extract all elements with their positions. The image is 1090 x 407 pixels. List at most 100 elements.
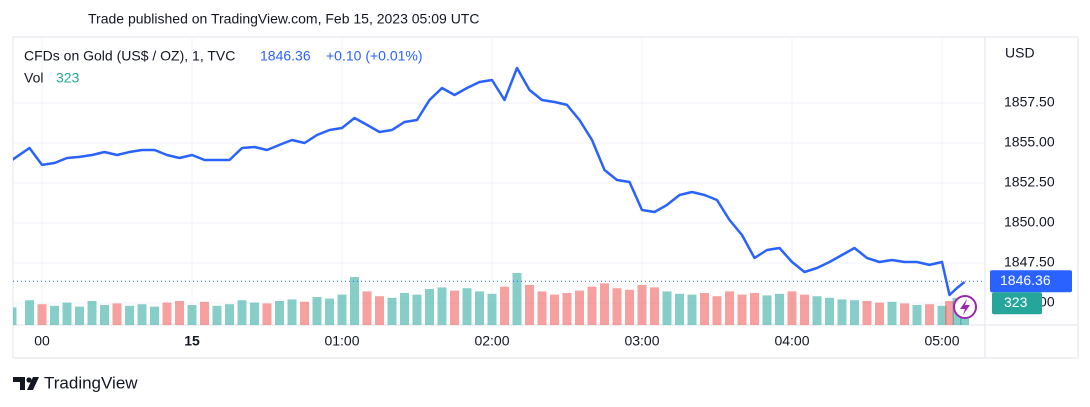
volume-bar [687,294,697,325]
volume-bar [312,297,322,325]
volume-bar [500,286,509,325]
volume-bar [662,291,672,325]
volume-value: 323 [56,70,80,86]
volume-bar [900,303,909,325]
x-tick-label: 01:00 [324,333,359,349]
footer-brand: TradingView [44,373,138,392]
volume-bar [737,294,747,325]
y-tick-label: 1847.50 [1004,254,1055,270]
volume-badge-label: 323 [1004,294,1028,310]
volume-bar [937,305,947,325]
y-tick-label: 1852.50 [1004,174,1055,190]
volume-bar [762,295,772,325]
volume-bar [787,291,797,325]
volume-bar [212,305,222,325]
volume-bar [87,301,97,325]
volume-bar [650,287,659,325]
price-line [13,66,966,297]
logo [13,377,39,390]
volume-bar [625,289,634,325]
last-price: 1846.36 [260,48,311,64]
volume-bar [250,302,259,325]
volume-bar [475,291,484,325]
volume-bar [412,294,422,325]
volume-bar [887,301,897,325]
volume-bar [587,286,597,325]
volume-bar [487,293,497,325]
x-tick-label: 02:00 [474,333,509,349]
x-tick-label: 04:00 [774,333,809,349]
volume-bar [100,305,109,325]
volume-bar [375,296,384,325]
chart-frame [12,36,1079,359]
y-tick-label: 1855.00 [1004,134,1055,150]
volume-bar [187,305,197,325]
volume-bar [325,298,334,325]
volume-bar [400,293,409,325]
volume-bar [750,293,759,325]
volume-bar [525,285,534,325]
volume-bar [387,297,397,325]
volume-bar [875,302,884,325]
volume-bar [37,304,47,325]
volume-bar [450,290,459,325]
y-tick-label: 1857.50 [1004,94,1055,110]
price-change: +0.10 (+0.01%) [326,48,423,64]
volume-bar [612,288,622,325]
y-tick-label: 1850.00 [1004,214,1055,230]
volume-bar [75,306,84,325]
price-badge-label: 1846.36 [1000,272,1051,288]
x-tick-label: 15 [184,333,200,349]
volume-bar [275,301,284,325]
volume-bar [362,291,372,325]
volume-bar [13,307,17,325]
volume-bar [575,290,584,325]
volume-bar [637,285,647,325]
volume-bar [850,300,859,325]
volume-bar [700,293,709,325]
symbol-name: CFDs on Gold (US$ / OZ), 1, TVC [24,48,235,64]
volume-bar [137,304,147,325]
volume-bar [675,293,684,325]
volume-bar [175,301,184,325]
volume-bar [550,294,559,325]
volume-bar [337,294,347,325]
volume-bar [945,301,954,325]
volume-bar [112,303,122,325]
volume-bar [925,304,934,325]
volume-bar [262,303,272,325]
volume-bar [775,293,784,325]
volume-bar [300,301,309,325]
volume-bar [225,304,234,325]
volume-bar [912,305,922,325]
volume-bar [125,305,134,325]
volume-bar [162,302,172,325]
x-tick-label: 03:00 [624,333,659,349]
volume-bar [150,306,159,325]
volume-bar [512,273,522,325]
volume-badge [992,292,1042,315]
volume-bar [712,296,722,325]
volume-bar [425,289,434,325]
volume-bar [800,294,809,325]
volume-bar [200,301,209,325]
volume-label: Vol [24,70,43,86]
volume-bar [600,283,609,325]
volume-bar [25,300,34,325]
volume-bar [725,291,734,325]
volume-bar [837,299,847,325]
volume-bar [287,299,297,325]
currency: USD [1005,45,1035,61]
volume-bar [437,287,447,325]
volume-bar [537,291,547,325]
volume-bar [350,277,359,325]
x-tick-label: 00 [34,333,50,349]
x-tick-label: 05:00 [924,333,959,349]
volume-bar [50,305,59,325]
price-badge [990,270,1072,293]
volume-bar [562,293,572,325]
volume-bar [812,296,822,325]
header: Trade published on TradingView.com, Feb … [88,11,479,27]
volume-bar [237,300,247,325]
